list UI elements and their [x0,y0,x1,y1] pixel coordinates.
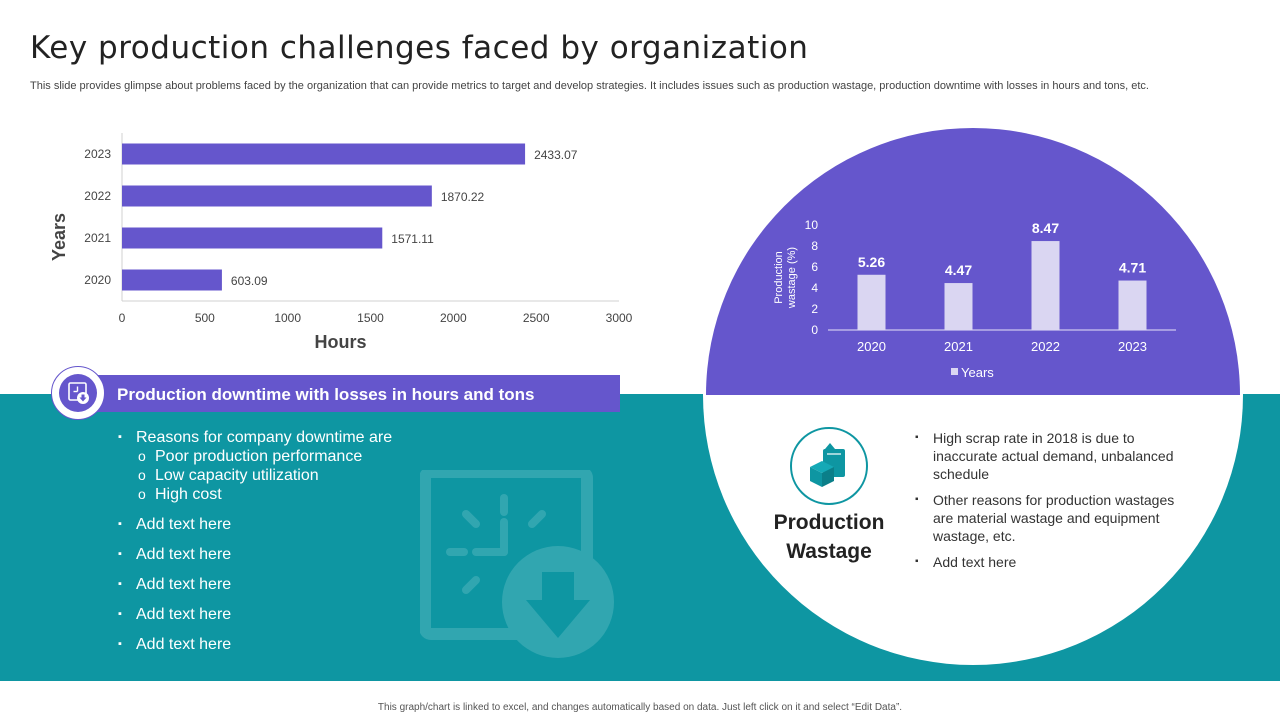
wastage-icon [790,427,868,505]
list-item: High scrap rate in 2018 is due to inaccu… [915,429,1175,483]
wastage-circle: 0 2 4 6 8 10 5.26 2020 4.47 2021 8.47 2022 4.71 2023 P… [703,125,1243,665]
list-subitem: High cost [118,485,392,504]
bar [1031,241,1060,330]
clock-download-small-icon [59,374,97,412]
y-tick-label: 0 [811,323,818,337]
wastage-percent-chart: 0 2 4 6 8 10 5.26 2020 4.47 2021 8.47 2022 4.71 2023 P… [773,218,1176,380]
y-axis-title: Productionwastage (%) [773,247,798,309]
data-label: 8.47 [1032,220,1059,236]
list-subitem: Poor production performance [118,447,392,466]
bar [122,269,222,291]
list-item: Add text here [915,553,1175,571]
clock-download-icon [420,470,614,658]
bar [944,283,973,330]
page-title: Key production challenges faced by organ… [30,30,809,66]
downtime-banner: Production downtime with losses in hours… [75,375,620,412]
list-item: Add text here [118,635,392,654]
x-tick-label: 1500 [357,311,384,325]
downtime-icon [51,366,105,420]
downtime-banner-text: Production downtime with losses in hours… [117,385,535,404]
list-item: Add text here [118,545,392,564]
data-label: 4.71 [1119,260,1146,276]
list-item: Add text here [118,575,392,594]
y-tick-label: 10 [805,218,819,232]
y-tick-label: 2023 [84,147,111,161]
data-label: 1870.22 [441,190,485,204]
y-tick-label: 4 [811,281,818,295]
wastage-title-line2: Wastage [786,540,872,563]
x-tick-label: 2500 [523,311,550,325]
wastage-title-line1: Production [773,511,885,534]
list-subitem: Low capacity utilization [118,466,392,485]
data-label: 4.47 [945,262,972,278]
x-tick-label: 500 [195,311,215,325]
list-item: Add text here [118,605,392,624]
wastage-list: High scrap rate in 2018 is due to inaccu… [915,429,1175,579]
circle-purple-half [706,128,1240,395]
legend-swatch [951,368,958,375]
legend-label: Years [961,365,994,380]
x-tick-label: 2022 [1031,339,1060,354]
x-tick-label: 3000 [606,311,633,325]
y-tick-label: 6 [811,260,818,274]
data-label: 603.09 [231,274,268,288]
x-axis-title: Hours [314,332,366,352]
data-label: 5.26 [858,254,885,270]
list-item: Reasons for company downtime are [118,428,392,447]
downtime-hours-chart: 2023 2433.07 2022 1870.22 2021 1571.11 2020 603… [49,133,633,352]
bar [1118,280,1147,330]
data-label: 1571.11 [391,232,434,246]
footer-note: This graph/chart is linked to excel, and… [377,702,903,713]
list-item: Other reasons for production wastages ar… [915,491,1175,545]
x-tick-label: 0 [119,311,126,325]
bar [122,227,383,249]
x-tick-label: 1000 [274,311,301,325]
y-tick-label: 2020 [84,273,111,287]
y-tick-label: 2 [811,302,818,316]
downtime-list: Reasons for company downtime are Poor pr… [118,428,392,654]
x-tick-label: 2020 [857,339,886,354]
page-subtitle: This slide provides glimpse about proble… [30,80,1149,92]
y-tick-label: 2021 [84,231,111,245]
y-tick-label: 2022 [84,189,111,203]
data-label: 2433.07 [534,148,578,162]
bar [857,274,886,330]
y-axis-title: Years [49,213,69,261]
x-tick-label: 2000 [440,311,467,325]
bar [122,143,526,165]
x-tick-label: 2021 [944,339,973,354]
bar [122,185,432,207]
x-tick-label: 2023 [1118,339,1147,354]
y-tick-label: 8 [811,239,818,253]
wastage-title: Production Wastage [760,508,898,566]
list-item: Add text here [118,515,392,534]
